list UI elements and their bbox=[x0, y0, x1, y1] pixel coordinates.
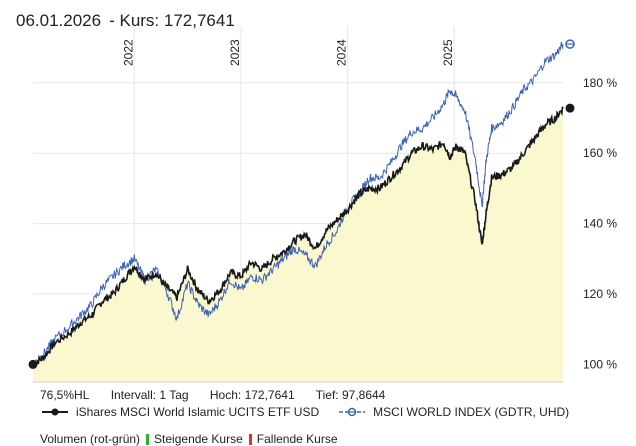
chart-price: - Kurs: 172,7641 bbox=[109, 11, 235, 30]
series1-line bbox=[32, 106, 564, 369]
y-tick-label: 100 % bbox=[583, 357, 617, 371]
volume-label: Volumen (rot-grün) bbox=[40, 432, 141, 446]
stat-hl: 76,5%HL bbox=[40, 388, 90, 402]
rising-bar-icon bbox=[146, 433, 150, 445]
stats-row: 76,5%HL Intervall: 1 Tag Hoch: 172,7641 … bbox=[40, 388, 403, 402]
y-tick-label: 140 % bbox=[583, 217, 617, 231]
price-chart[interactable]: 100 % 120 % 140 % 160 % 180 % 2022 2023 2024 202… bbox=[0, 0, 636, 385]
volume-falling-label: Fallende Kurse bbox=[256, 432, 338, 446]
legend-line-series2-icon bbox=[339, 407, 366, 417]
year-tick-label: 2023 bbox=[228, 39, 242, 66]
legend-label-series1: iShares MSCI World Islamic UCITS ETF USD bbox=[76, 405, 320, 419]
legend-item-series2[interactable]: MSCI WORLD INDEX (GDTR, UHD) bbox=[337, 405, 569, 419]
series2-line bbox=[32, 41, 564, 367]
series1-area bbox=[33, 106, 563, 383]
year-tick-label: 2024 bbox=[335, 39, 349, 66]
legend: iShares MSCI World Islamic UCITS ETF USD… bbox=[40, 405, 587, 419]
series1-end-marker bbox=[565, 103, 575, 113]
volume-legend: Volumen (rot-grün) Steigende Kurse Falle… bbox=[40, 432, 338, 446]
stat-high: Hoch: 172,7641 bbox=[209, 388, 295, 402]
legend-line-series1-icon bbox=[42, 408, 68, 416]
legend-label-series2: MSCI WORLD INDEX (GDTR, UHD) bbox=[373, 405, 570, 419]
year-tick-label: 2025 bbox=[441, 39, 455, 66]
chart-date: 06.01.2026 bbox=[16, 11, 102, 30]
series-start-marker bbox=[28, 359, 38, 369]
y-tick-label: 160 % bbox=[583, 146, 617, 160]
stat-low: Tief: 97,8644 bbox=[315, 388, 386, 402]
chart-title: 06.01.2026 - Kurs: 172,7641 bbox=[16, 11, 235, 31]
legend-item-series1[interactable]: iShares MSCI World Islamic UCITS ETF USD bbox=[40, 405, 319, 419]
y-tick-label: 120 % bbox=[583, 287, 617, 301]
volume-rising-label: Steigende Kurse bbox=[154, 432, 243, 446]
year-tick-label: 2022 bbox=[121, 39, 135, 66]
falling-bar-icon bbox=[248, 433, 252, 445]
stat-interval: Intervall: 1 Tag bbox=[110, 388, 189, 402]
y-tick-label: 180 % bbox=[583, 76, 617, 90]
